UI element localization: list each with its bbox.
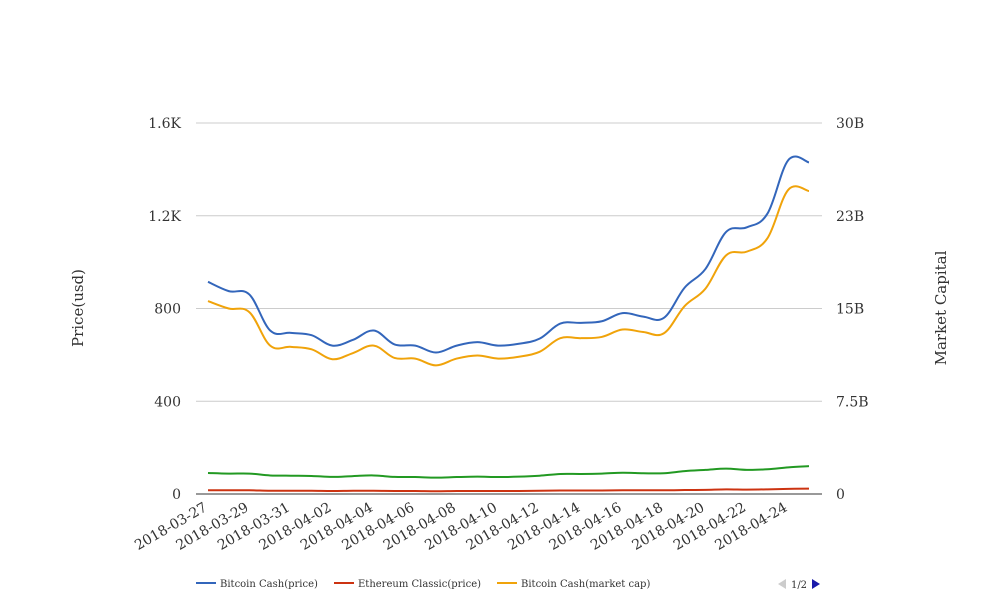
legend-item-label[interactable]: Bitcoin Cash(market cap) (521, 579, 650, 590)
left-tick-label: 1.6K (148, 116, 181, 132)
series-lines (207, 155, 810, 493)
series-line-3 (207, 465, 810, 479)
right-tick-label: 30B (836, 116, 864, 132)
x-axis-ticks: 2018-03-272018-03-292018-03-312018-04-02… (132, 500, 790, 554)
legend: Bitcoin Cash(price) Ethereum Classic(pric… (196, 579, 650, 590)
right-tick-label: 7.5B (836, 394, 869, 410)
series-line-2 (207, 185, 810, 367)
right-tick-label: 23B (836, 209, 864, 225)
left-tick-label: 1.2K (148, 209, 181, 225)
grid-lines (196, 122, 822, 495)
right-tick-label: 15B (836, 302, 864, 318)
legend-item-label[interactable]: Bitcoin Cash(price) (220, 579, 318, 590)
pager-next-icon[interactable] (812, 579, 820, 589)
series-line-0 (207, 155, 810, 354)
series-line-1 (208, 487, 810, 493)
left-tick-label: 800 (154, 302, 181, 318)
pager-prev-icon[interactable] (778, 579, 786, 589)
right-axis-ticks: 0 7.5B 15B 23B 30B (836, 116, 869, 503)
pager-label: 1/2 (791, 580, 807, 591)
legend-item-label[interactable]: Ethereum Classic(price) (358, 579, 481, 590)
left-tick-label: 0 (172, 487, 181, 503)
legend-pager: 1/2 (778, 579, 820, 591)
right-tick-label: 0 (836, 487, 845, 503)
left-tick-label: 400 (154, 394, 181, 410)
left-axis-title: Price(usd) (69, 269, 87, 347)
left-axis-ticks: 0 400 800 1.2K 1.6K (148, 116, 181, 503)
right-axis-title: Market Capital (932, 250, 950, 365)
